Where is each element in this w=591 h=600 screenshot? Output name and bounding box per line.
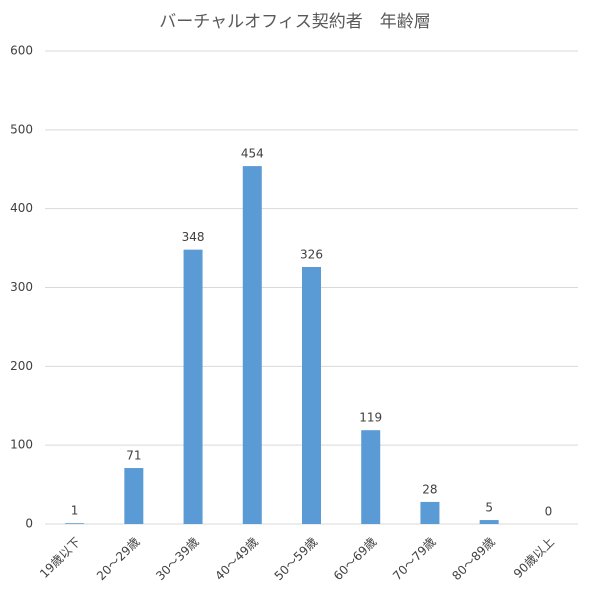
y-tick-label: 500 (10, 122, 33, 136)
value-label: 326 (300, 248, 323, 262)
y-tick-label: 400 (10, 201, 33, 215)
bar (242, 166, 262, 524)
bar (124, 468, 144, 524)
bar (420, 501, 440, 524)
value-label: 454 (241, 147, 264, 161)
value-label: 71 (126, 449, 141, 463)
x-tick-label: 40～49歳 (212, 535, 260, 583)
bar (183, 249, 203, 524)
value-label: 5 (485, 501, 493, 515)
x-tick-label: 80～89歳 (449, 535, 497, 583)
value-label: 119 (359, 411, 382, 425)
x-tick-label: 90歳以上 (511, 535, 557, 581)
bar (361, 430, 381, 524)
value-label: 1 (71, 504, 79, 518)
y-tick-label: 200 (10, 359, 33, 373)
bar (65, 523, 85, 524)
y-tick-label: 100 (10, 438, 33, 452)
value-label: 348 (182, 230, 205, 244)
bar (479, 520, 499, 524)
chart-title: バーチャルオフィス契約者 年齢層 (159, 12, 431, 32)
x-tick-label: 20～29歳 (94, 535, 142, 583)
x-tick-label: 50～59歳 (272, 535, 320, 583)
y-tick-label: 600 (10, 44, 33, 58)
y-tick-label: 0 (25, 517, 33, 531)
x-tick-label: 19歳以下 (37, 535, 83, 581)
x-tick-label: 30～39歳 (153, 535, 201, 583)
value-label: 0 (545, 505, 553, 519)
y-tick-label: 300 (10, 280, 33, 294)
bar (302, 267, 321, 524)
x-tick-label: 60～69歳 (331, 535, 379, 583)
value-label: 28 (422, 482, 437, 496)
x-tick-label: 70～79歳 (390, 535, 438, 583)
